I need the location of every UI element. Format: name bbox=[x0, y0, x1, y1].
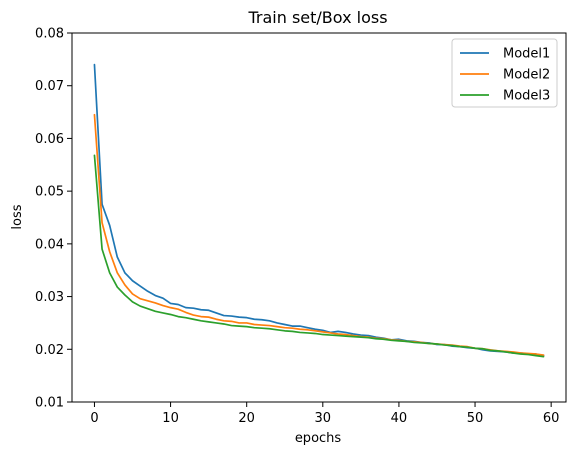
y-tick-label: 0.03 bbox=[35, 290, 64, 305]
x-tick-label: 50 bbox=[467, 411, 484, 426]
x-axis-label: epochs bbox=[295, 431, 342, 446]
x-tick-label: 40 bbox=[391, 411, 408, 426]
x-tick-label: 60 bbox=[543, 411, 560, 426]
x-tick-label: 10 bbox=[162, 411, 179, 426]
y-tick-label: 0.04 bbox=[35, 237, 64, 252]
legend-box bbox=[451, 38, 558, 108]
legend-label-model1: Model1 bbox=[503, 47, 550, 62]
y-tick-label: 0.02 bbox=[35, 343, 64, 358]
x-tick-label: 20 bbox=[238, 411, 255, 426]
y-tick-label: 0.01 bbox=[35, 396, 64, 411]
legend: Model1 Model2 Model3 bbox=[451, 38, 558, 108]
legend-items: Model1 Model2 Model3 bbox=[460, 47, 550, 104]
y-tick-label: 0.07 bbox=[35, 79, 64, 94]
series-line-model3 bbox=[93, 154, 545, 358]
x-tick-label: 0 bbox=[90, 411, 98, 426]
plot-area bbox=[71, 32, 567, 403]
x-tick-label: 30 bbox=[315, 411, 332, 426]
legend-label-model3: Model3 bbox=[503, 89, 550, 104]
legend-label-model2: Model2 bbox=[503, 68, 550, 83]
axes-frame bbox=[71, 32, 567, 403]
y-tick-label: 0.08 bbox=[35, 27, 64, 42]
y-tick-label: 0.06 bbox=[35, 132, 64, 147]
x-axis: 0 10 20 30 40 50 60 bbox=[90, 402, 559, 426]
y-tick-label: 0.05 bbox=[35, 185, 64, 200]
chart-title: Train set/Box loss bbox=[247, 8, 387, 27]
y-axis-label: loss bbox=[10, 204, 25, 229]
series-layer bbox=[93, 63, 545, 358]
y-axis: 0.01 0.02 0.03 0.04 0.05 0.06 0.07 0.08 bbox=[35, 27, 72, 411]
